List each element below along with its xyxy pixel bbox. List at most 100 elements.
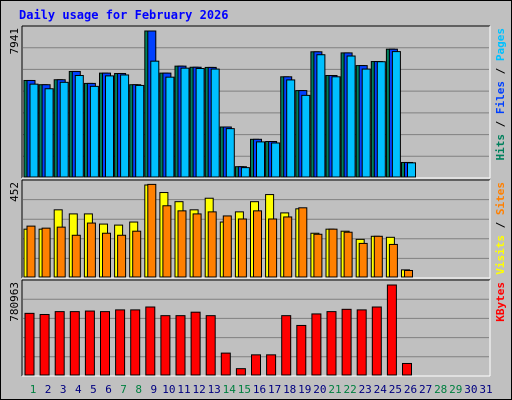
bar-pages-day-15 bbox=[240, 167, 250, 178]
graph-title: Daily usage for February 2026 bbox=[19, 8, 229, 22]
bar-pages-day-26 bbox=[407, 162, 416, 178]
bar-kbytes-day-25 bbox=[386, 284, 397, 376]
bar-kbytes-day-20 bbox=[311, 313, 322, 376]
x-label-day-28: 28 bbox=[434, 383, 447, 396]
bar-kbytes-day-16 bbox=[251, 354, 261, 376]
y-max-label-kbytes: 780963 bbox=[8, 282, 21, 322]
x-label-day-14: 14 bbox=[223, 383, 237, 396]
x-label-day-15: 15 bbox=[238, 383, 251, 396]
bar-kbytes-day-11 bbox=[175, 315, 186, 376]
bar-sites-day-10 bbox=[162, 205, 172, 278]
x-label-day-24: 24 bbox=[374, 383, 388, 396]
x-label-day-6: 6 bbox=[105, 383, 112, 396]
bar-kbytes-day-14 bbox=[220, 352, 231, 376]
legend-hits: Hits bbox=[494, 134, 507, 161]
legend-sites: Sites bbox=[494, 182, 507, 215]
bar-pages-day-23 bbox=[361, 68, 371, 178]
x-label-day-29: 29 bbox=[449, 383, 462, 396]
bar-sites-day-17 bbox=[268, 218, 278, 278]
bar-pages-day-20 bbox=[316, 54, 326, 178]
legend-pages: Pages bbox=[494, 28, 507, 61]
legend-visits: Visits bbox=[494, 235, 507, 275]
bar-sites-day-16 bbox=[253, 210, 262, 278]
bar-sites-day-12 bbox=[192, 213, 202, 278]
bar-kbytes-day-4 bbox=[69, 311, 80, 376]
bar-pages-day-24 bbox=[376, 61, 386, 178]
bar-sites-day-1 bbox=[26, 225, 36, 278]
x-label-day-11: 11 bbox=[177, 383, 190, 396]
x-label-day-31: 31 bbox=[479, 383, 492, 396]
panel-kbytes: 780963 KBytes bbox=[8, 279, 507, 377]
bar-kbytes-day-17 bbox=[266, 354, 277, 376]
bar-sites-day-14 bbox=[222, 215, 232, 278]
bar-pages-day-8 bbox=[135, 84, 145, 178]
x-label-day-26: 26 bbox=[404, 383, 417, 396]
bar-kbytes-day-8 bbox=[130, 309, 141, 376]
y-max-label-visitors: 452 bbox=[8, 182, 21, 202]
x-label-day-27: 27 bbox=[419, 383, 432, 396]
x-label-day-10: 10 bbox=[162, 383, 175, 396]
bar-sites-day-6 bbox=[102, 232, 111, 278]
bar-kbytes-day-1 bbox=[24, 312, 35, 376]
bar-pages-day-11 bbox=[180, 67, 190, 178]
x-label-day-17: 17 bbox=[268, 383, 281, 396]
bar-sites-day-15 bbox=[237, 218, 247, 278]
bar-sites-day-4 bbox=[71, 234, 81, 278]
bar-pages-day-4 bbox=[74, 75, 84, 178]
bar-sites-day-9 bbox=[147, 183, 157, 278]
bar-sites-day-8 bbox=[132, 230, 142, 278]
legend-separator: / bbox=[494, 215, 507, 235]
bar-sites-day-26 bbox=[404, 269, 413, 278]
x-label-day-9: 9 bbox=[150, 383, 157, 396]
bar-kbytes-day-23 bbox=[356, 309, 367, 376]
bar-sites-day-5 bbox=[86, 222, 96, 278]
bar-pages-day-14 bbox=[225, 128, 235, 178]
bar-kbytes-day-21 bbox=[326, 311, 337, 376]
bar-kbytes-day-19 bbox=[296, 324, 307, 376]
bar-pages-day-2 bbox=[44, 88, 54, 178]
bar-sites-day-25 bbox=[388, 243, 398, 278]
x-label-day-22: 22 bbox=[343, 383, 356, 396]
graph-panels: 7941 Hits / Files / Pages 452 Visits / Site… bbox=[8, 25, 507, 377]
bar-kbytes-day-9 bbox=[145, 306, 156, 376]
legend-visitors: Visits / Sites bbox=[494, 182, 507, 275]
bar-kbytes-day-15 bbox=[235, 368, 246, 376]
bar-sites-day-19 bbox=[298, 207, 308, 278]
bar-sites-day-23 bbox=[358, 242, 368, 278]
bar-kbytes-day-7 bbox=[115, 309, 126, 376]
legend-separator: / bbox=[494, 114, 507, 134]
bar-sites-day-2 bbox=[41, 227, 51, 278]
bar-sites-day-20 bbox=[313, 233, 323, 278]
bar-kbytes-day-26 bbox=[402, 362, 412, 376]
bar-pages-day-6 bbox=[105, 75, 114, 178]
bar-pages-day-1 bbox=[29, 83, 39, 178]
bar-sites-day-18 bbox=[283, 216, 293, 278]
bar-pages-day-19 bbox=[301, 94, 311, 178]
x-label-day-1: 1 bbox=[30, 383, 37, 396]
x-label-day-21: 21 bbox=[328, 383, 341, 396]
x-label-day-16: 16 bbox=[253, 383, 266, 396]
bar-pages-day-17 bbox=[271, 142, 281, 178]
x-label-day-23: 23 bbox=[359, 383, 372, 396]
bar-pages-day-10 bbox=[165, 76, 175, 178]
x-label-day-18: 18 bbox=[283, 383, 296, 396]
bar-kbytes-day-24 bbox=[371, 306, 382, 376]
bar-pages-day-5 bbox=[89, 85, 99, 178]
bar-pages-day-18 bbox=[286, 79, 296, 178]
bar-kbytes-day-2 bbox=[39, 313, 50, 376]
bar-sites-day-11 bbox=[177, 210, 187, 278]
x-label-day-7: 7 bbox=[120, 383, 127, 396]
x-label-day-3: 3 bbox=[60, 383, 67, 396]
bar-sites-day-22 bbox=[343, 231, 353, 278]
x-label-day-19: 19 bbox=[298, 383, 311, 396]
bar-sites-day-24 bbox=[373, 235, 383, 278]
x-label-day-2: 2 bbox=[45, 383, 52, 396]
bar-pages-day-22 bbox=[346, 55, 356, 178]
bar-kbytes-day-12 bbox=[190, 311, 201, 376]
bar-kbytes-day-22 bbox=[341, 308, 352, 376]
panel-visitors: 452 Visits / Sites bbox=[8, 179, 507, 279]
x-label-day-13: 13 bbox=[208, 383, 221, 396]
bar-sites-day-3 bbox=[56, 226, 66, 278]
bar-kbytes-day-3 bbox=[54, 311, 65, 376]
